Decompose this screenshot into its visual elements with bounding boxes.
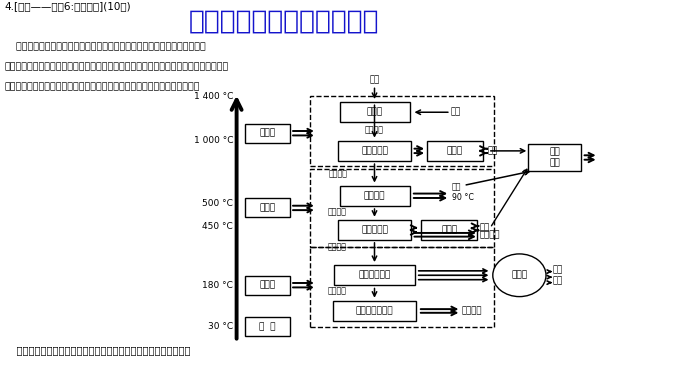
Bar bbox=[245, 276, 290, 295]
Text: 高温火焰: 高温火焰 bbox=[365, 125, 384, 134]
Bar bbox=[427, 141, 483, 161]
Text: 低温段: 低温段 bbox=[259, 281, 276, 290]
Text: 中温热水: 中温热水 bbox=[328, 286, 346, 295]
Text: 工业蒸汽: 工业蒸汽 bbox=[480, 230, 500, 239]
Text: 1 000 °C: 1 000 °C bbox=[194, 136, 233, 145]
Text: 500 °C: 500 °C bbox=[202, 199, 233, 208]
Text: 高温蒸汽: 高温蒸汽 bbox=[328, 208, 346, 216]
Text: 燃料: 燃料 bbox=[370, 76, 379, 85]
Text: 卫生热水: 卫生热水 bbox=[462, 307, 482, 315]
Text: 远离居民区。下图为冷热电三联供系统能源利用方式图，据此完成下列要求。: 远离居民区。下图为冷热电三联供系统能源利用方式图，据此完成下列要求。 bbox=[4, 83, 199, 92]
Text: 微信公众号关注，趣找答案: 微信公众号关注，趣找答案 bbox=[189, 8, 379, 34]
Text: 蒸汽机透平: 蒸汽机透平 bbox=[361, 146, 388, 155]
Bar bbox=[310, 169, 494, 247]
Text: 指出与传统火电厂相比，冷热电三联供系统能源利用的主要优势。: 指出与传统火电厂相比，冷热电三联供系统能源利用的主要优势。 bbox=[4, 345, 190, 355]
Text: 电能: 电能 bbox=[480, 224, 490, 233]
Text: 环  境: 环 境 bbox=[259, 322, 276, 331]
Text: 发电机: 发电机 bbox=[447, 146, 463, 155]
Text: 中温段: 中温段 bbox=[259, 204, 276, 212]
Text: 冷热电三联供是指以天然气为主的燃气发电系统，可分布于各地，满足较大: 冷热电三联供是指以天然气为主的燃气发电系统，可分布于各地，满足较大 bbox=[4, 42, 206, 51]
Text: 30 °C: 30 °C bbox=[208, 322, 233, 331]
Text: 电能: 电能 bbox=[488, 146, 498, 155]
Text: 发电机: 发电机 bbox=[441, 226, 458, 234]
Bar bbox=[335, 265, 414, 285]
Text: 蒸汽机透平: 蒸汽机透平 bbox=[361, 226, 388, 234]
Bar bbox=[310, 96, 494, 166]
Text: 锅炉余热: 锅炉余热 bbox=[364, 191, 385, 200]
Text: 1 400 °C: 1 400 °C bbox=[194, 92, 233, 101]
Bar bbox=[340, 102, 410, 122]
Text: 高温烟气: 高温烟气 bbox=[329, 170, 348, 178]
Bar bbox=[528, 144, 581, 171]
Text: 180 °C: 180 °C bbox=[202, 281, 233, 290]
Bar bbox=[337, 141, 412, 161]
Text: 水蓄能: 水蓄能 bbox=[511, 271, 528, 280]
Text: 吸收制冷机组: 吸收制冷机组 bbox=[358, 271, 391, 280]
Ellipse shape bbox=[493, 254, 546, 297]
Text: 高温段: 高温段 bbox=[259, 129, 276, 138]
Bar bbox=[332, 301, 416, 321]
Bar bbox=[310, 247, 494, 327]
Text: 排烟
90 °C: 排烟 90 °C bbox=[452, 183, 473, 202]
Text: 的工业园区或规模较大的居民区。传统火电厂利用燃煤产生高温蒸汽发电，规模大且一般: 的工业园区或规模较大的居民区。传统火电厂利用燃煤产生高温蒸汽发电，规模大且一般 bbox=[4, 63, 228, 71]
Text: 供电
系统: 供电 系统 bbox=[549, 148, 560, 167]
Text: 中温蒸汽: 中温蒸汽 bbox=[328, 242, 346, 251]
Text: 余热回收换热器: 余热回收换热器 bbox=[356, 307, 393, 315]
Text: 4.[地理——选修6:环境保护](10分): 4.[地理——选修6:环境保护](10分) bbox=[4, 1, 131, 11]
Text: 450 °C: 450 °C bbox=[202, 222, 233, 231]
Text: 制冷
采暖: 制冷 采暖 bbox=[553, 266, 564, 285]
Bar bbox=[337, 220, 412, 240]
Text: 空气: 空气 bbox=[451, 108, 461, 117]
Bar bbox=[245, 198, 290, 217]
Bar bbox=[340, 186, 410, 206]
Text: 燃烧室: 燃烧室 bbox=[366, 108, 383, 117]
Bar bbox=[245, 317, 290, 336]
Bar bbox=[245, 124, 290, 143]
Bar bbox=[421, 220, 477, 240]
